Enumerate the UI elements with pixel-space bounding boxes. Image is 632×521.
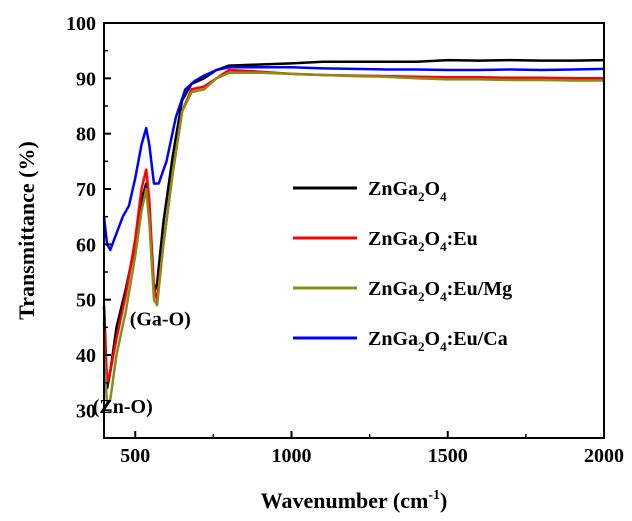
y-tick-label: 100 [66, 13, 96, 35]
x-axis-title-close: ) [440, 488, 447, 513]
y-tick-label: 30 [76, 400, 96, 422]
y-tick-label: 40 [76, 345, 96, 367]
y-tick-label: 50 [76, 290, 96, 312]
legend: ZnGa2O4 ZnGa2O4:Eu ZnGa2O4:Eu/Mg ZnGa2O4:Eu… [293, 178, 512, 354]
plot-lines [102, 58, 605, 407]
axis-ticks: 500 1000 1500 2000 30 40 50 60 70 80 90 100 [66, 13, 624, 467]
legend-label-3: ZnGa2O4:Eu/Mg [368, 278, 512, 304]
x-axis-title-text: Wavenumber (cm [261, 488, 429, 513]
y-tick-label: 80 [76, 124, 96, 146]
x-tick-label: 1000 [272, 445, 312, 467]
x-axis-title: Wavenumber (cm-1) [261, 488, 448, 513]
legend-label-4: ZnGa2O4:Eu/Ca [368, 328, 508, 354]
annotations: (Ga-O) (Zn-O) [93, 309, 191, 418]
y-axis-title: Transmittance (%) [14, 141, 39, 320]
plot-frame [103, 22, 605, 439]
y-tick-label: 90 [76, 68, 96, 90]
annotation-2: (Zn-O) [93, 396, 153, 418]
legend-label-2: ZnGa2O4:Eu [368, 228, 478, 254]
series-line-4 [102, 66, 605, 252]
x-tick-label: 1500 [428, 445, 468, 467]
x-axis-title-sup: -1 [428, 488, 440, 503]
x-tick-label: 2000 [584, 445, 624, 467]
legend-label-1: ZnGa2O4 [368, 178, 447, 204]
x-tick-label: 500 [120, 445, 150, 467]
series-line-3 [102, 71, 604, 407]
y-tick-label: 70 [76, 179, 96, 201]
annotation-1: (Ga-O) [130, 309, 191, 331]
series-line-2 [102, 68, 604, 384]
y-tick-label: 60 [76, 234, 96, 256]
